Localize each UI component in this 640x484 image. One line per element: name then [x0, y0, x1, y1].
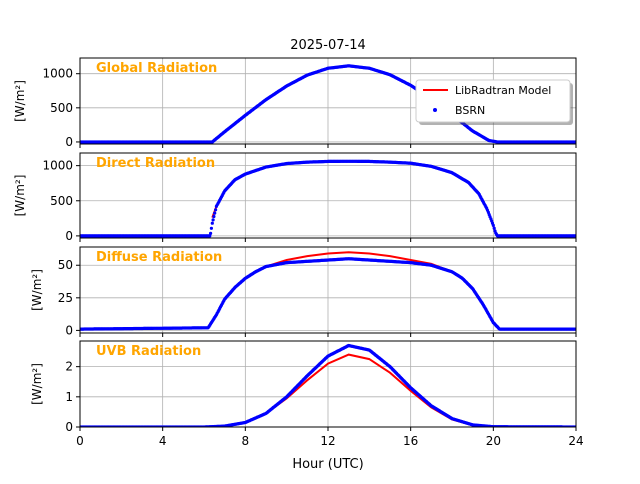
y-tick-label: 25 [58, 291, 73, 305]
y-tick-label: 0 [65, 420, 73, 434]
x-tick-label: 16 [403, 434, 418, 448]
obs-point [212, 214, 216, 219]
x-tick-label: 20 [486, 434, 501, 448]
y-axis-label: [W/m²] [30, 363, 44, 405]
x-tick-label: 4 [159, 434, 167, 448]
y-tick-label: 1000 [42, 159, 73, 173]
y-tick-label: 1000 [42, 67, 73, 81]
legend-obs-swatch [433, 108, 437, 112]
obs-point [210, 221, 214, 225]
obs-points [80, 159, 576, 238]
panel-title: Direct Radiation [96, 156, 215, 171]
figure-title: 2025-07-14 [290, 38, 366, 53]
obs-point [491, 223, 495, 227]
panel-title: Diffuse Radiation [96, 250, 222, 265]
obs-point [492, 226, 496, 230]
obs-point [209, 231, 213, 235]
obs-point [211, 218, 215, 222]
y-tick-label: 2 [65, 360, 73, 374]
panel-3: 0 25 50 [W/m²] Diffuse Radiation [30, 246, 577, 337]
x-tick-label: 8 [242, 434, 250, 448]
x-tick-label: 0 [76, 434, 84, 448]
obs-point [208, 234, 212, 238]
y-tick-label: 0 [65, 323, 73, 337]
obs-point [214, 208, 218, 212]
panel-1: 0 500 1000 [W/m²] Global Radiation [13, 57, 577, 149]
y-tick-label: 1 [65, 390, 73, 404]
y-axis-label: [W/m²] [13, 175, 27, 217]
panel-title: Global Radiation [96, 61, 217, 76]
x-tick-label: 12 [320, 434, 335, 448]
obs-points [80, 257, 576, 331]
legend-model-label: LibRadtran Model [455, 84, 551, 97]
legend-obs-label: BSRN [455, 104, 485, 117]
y-tick-label: 500 [50, 194, 73, 208]
obs-points [80, 64, 576, 144]
x-axis-label: Hour (UTC) [292, 457, 363, 472]
x-tick-label: 24 [568, 434, 583, 448]
panel-2: 0 500 1000 [W/m²] Direct Radiation [13, 152, 577, 243]
y-axis-label: [W/m²] [13, 80, 27, 122]
obs-point [209, 226, 213, 230]
legend-box [415, 79, 571, 123]
y-tick-label: 50 [58, 258, 73, 272]
y-tick-label: 0 [65, 229, 73, 243]
legend: LibRadtran Model BSRN [415, 79, 573, 125]
obs-point [213, 211, 217, 215]
y-tick-label: 500 [50, 101, 73, 115]
y-axis-label: [W/m²] [30, 269, 44, 311]
panel-title: UVB Radiation [96, 344, 201, 359]
y-tick-label: 0 [65, 135, 73, 149]
